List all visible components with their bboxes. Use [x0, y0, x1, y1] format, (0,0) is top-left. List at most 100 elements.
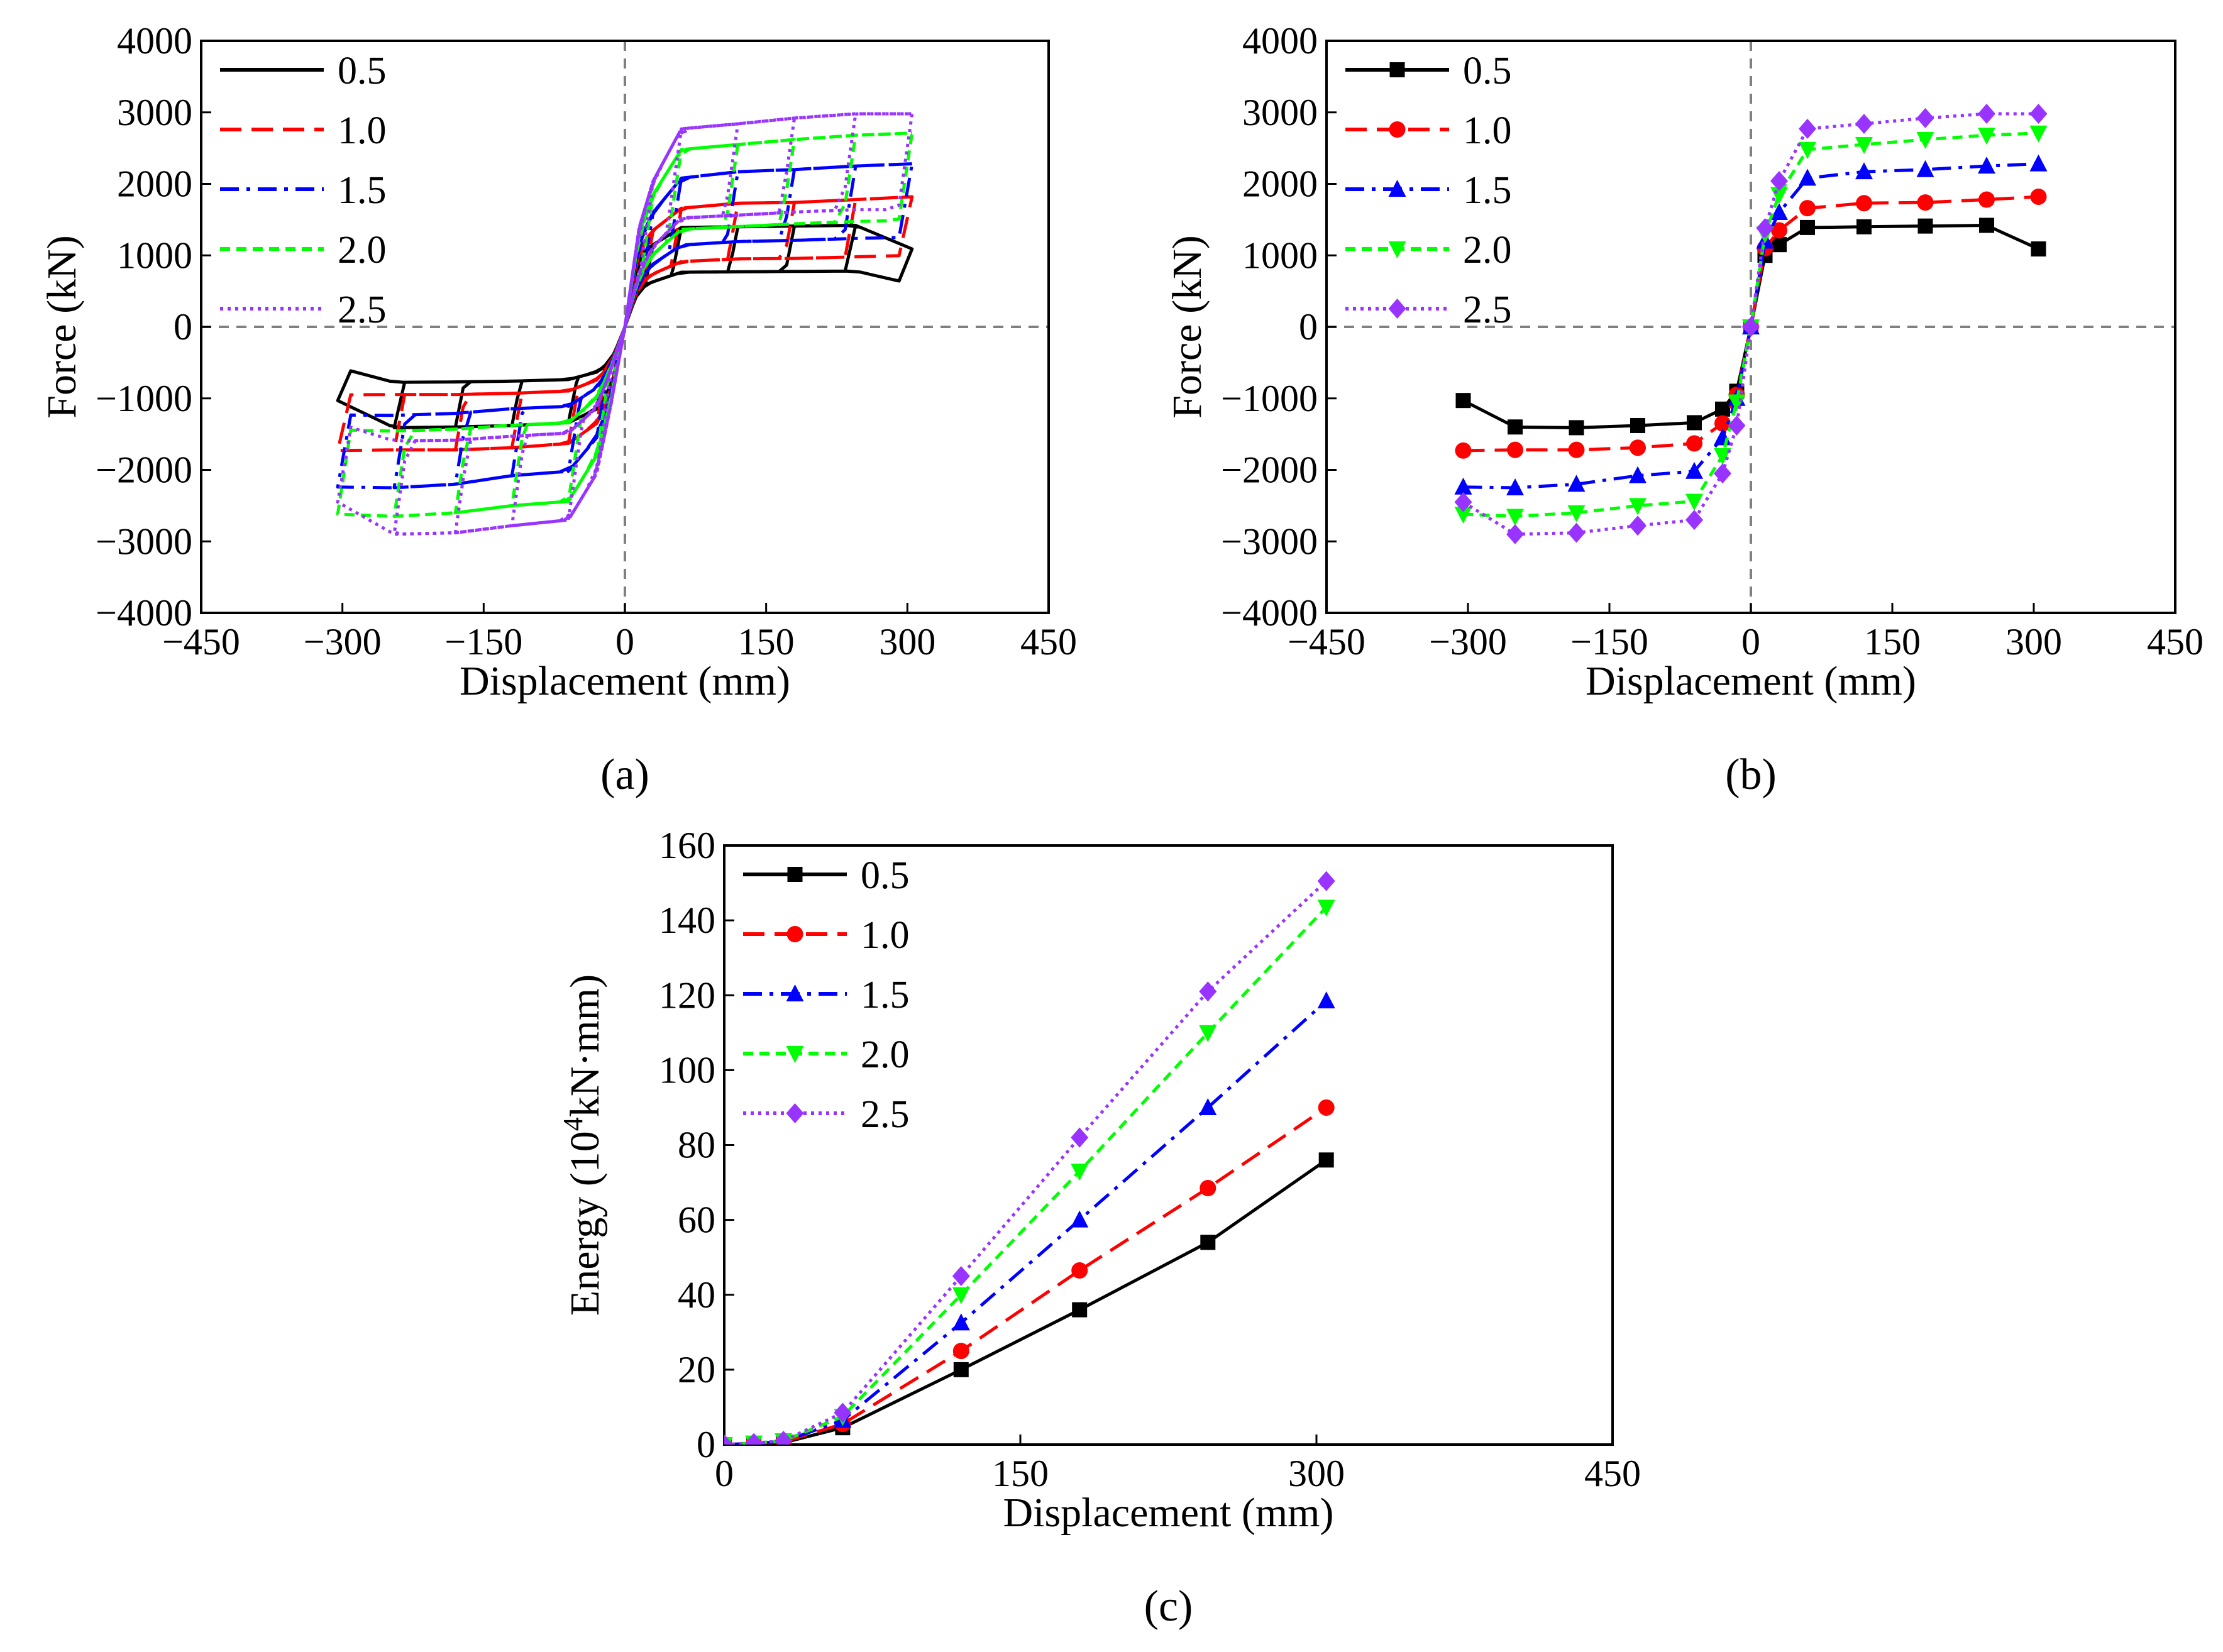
chart-c-y-tick-label: 100 — [659, 1049, 715, 1091]
chart-b-y-tick-label: −1000 — [1221, 378, 1318, 419]
chart-c-legend-label: 0.5 — [861, 854, 910, 897]
chart-b-series-0-point — [1715, 401, 1730, 417]
chart-c-y-tick-label: 140 — [659, 900, 715, 941]
chart-a-legend-label: 1.0 — [338, 109, 387, 152]
chart-a-plot-area — [336, 112, 914, 536]
chart-c-series-1-point — [1200, 1179, 1216, 1196]
chart-b-series-2-point — [1685, 461, 1703, 479]
chart-b-series-0-point — [1800, 219, 1815, 235]
chart-b-x-tick-label: 150 — [1864, 621, 1921, 663]
chart-b-series-1-point — [1978, 191, 1995, 208]
chart-b-series-1-point — [1507, 441, 1523, 458]
chart-b-y-axis-title: Force (kN) — [1164, 235, 1210, 418]
chart-c-series-3-point — [1199, 1025, 1217, 1042]
chart-c-series-2 — [724, 991, 1335, 1445]
chart-b-series-3-point — [1506, 509, 1524, 526]
chart-c-x-tick-label: 0 — [715, 1453, 734, 1494]
chart-b-series-3-point — [1855, 136, 1873, 154]
chart-a-y-tick-label: 3000 — [117, 92, 192, 133]
chart-b-x-tick-label: −150 — [1570, 621, 1648, 663]
chart-c-energy: 0 150 300 450 0 20 40 60 80 100 120 140 160 Displacem… — [558, 825, 1641, 1631]
chart-b-series-0-point — [1508, 419, 1523, 435]
chart-b-x-tick-label: −450 — [1288, 621, 1365, 663]
chart-b-series-4-point — [1728, 415, 1746, 436]
chart-b-series-1-point — [1630, 439, 1646, 456]
chart-b-series-3-point — [1916, 131, 1934, 149]
chart-b-legend-label: 0.5 — [1463, 50, 1512, 92]
chart-a-x-tick-label: −450 — [162, 621, 240, 663]
chart-c-series-4-point — [1071, 1127, 1089, 1148]
chart-a-y-tick-label: −1000 — [96, 378, 192, 419]
chart-b-x-tick-label: 300 — [2005, 621, 2062, 663]
chart-b-plot-frame — [1325, 40, 2176, 614]
chart-c-series-4-point — [775, 1431, 793, 1445]
chart-b-series-1 — [1455, 188, 2047, 459]
chart-b-series-0-point — [2031, 241, 2046, 257]
chart-c-series-4-line — [724, 879, 1328, 1445]
chart-c-y-tick-label: 120 — [659, 974, 715, 1016]
chart-b-series-3 — [1454, 125, 2048, 526]
chart-b-legend-label: 1.0 — [1463, 109, 1512, 152]
chart-c-series-0-point — [1318, 1152, 1334, 1168]
chart-c-legend-marker — [786, 1046, 804, 1063]
chart-c-series-4 — [724, 871, 1335, 1445]
chart-c-series-4-point — [1317, 871, 1335, 891]
chart-b-series-1-line — [1463, 195, 2039, 453]
chart-a-x-tick-label: 0 — [615, 621, 634, 663]
chart-b-y-tick-label: 4000 — [1242, 20, 1318, 62]
chart-b-series-1-point — [1714, 415, 1731, 432]
chart-c-y-tick-label: 80 — [678, 1125, 715, 1166]
chart-a-force-hysteresis: −450 −300 −150 0 150 300 450 −4000 −3000 −2000 −10… — [39, 20, 1077, 799]
chart-c-series-1-point — [952, 1343, 969, 1360]
chart-a-y-tick-label: 2000 — [117, 163, 192, 205]
chart-c-y-tick-label: 0 — [697, 1424, 715, 1465]
chart-c-series-3-line — [724, 906, 1328, 1445]
chart-b-series-0-point — [1687, 415, 1702, 431]
chart-b-series-3-point — [1454, 507, 1472, 524]
chart-c-series-2-point — [1199, 1098, 1217, 1115]
chart-b-series-0-point — [1455, 393, 1471, 409]
chart-b-series-4-point — [1756, 218, 1774, 239]
chart-c-legend-label: 1.5 — [861, 974, 910, 1016]
chart-a-x-tick-label: 300 — [879, 621, 935, 663]
chart-b-series-1-point — [1917, 194, 1934, 211]
chart-b-series-3-point — [1567, 505, 1586, 522]
chart-a-x-tick-label: −150 — [444, 621, 522, 663]
chart-a-legend: 0.5 1.0 1.5 2.0 2.5 — [220, 50, 387, 331]
chart-a-x-tick-label: 450 — [1020, 621, 1077, 663]
chart-c-series-4-point — [724, 1434, 733, 1445]
chart-c-series-3-point — [1071, 1164, 1089, 1181]
chart-b-series-2-point — [1799, 168, 1816, 186]
chart-c-series-0-point — [1200, 1235, 1216, 1250]
chart-b-y-tick-label: −3000 — [1221, 520, 1318, 562]
chart-b-series-1-point — [1771, 222, 1787, 239]
chart-b-legend: 0.5 1.0 1.5 2.0 2.5 — [1345, 50, 1512, 331]
chart-b-y-tick-label: 2000 — [1242, 163, 1318, 205]
chart-b-y-tick-label: 1000 — [1242, 234, 1318, 276]
chart-c-x-tick-label: 150 — [992, 1453, 1049, 1494]
chart-a-x-tick-label: 150 — [738, 621, 795, 663]
chart-c-y-axis-title-main: Energy (10 — [562, 1131, 608, 1316]
chart-b-x-tick-label: 450 — [2147, 621, 2204, 663]
chart-b-series-4-point — [2029, 104, 2048, 124]
chart-c-series-0-point — [953, 1362, 969, 1377]
chart-b-series-2-point — [1454, 477, 1472, 495]
chart-c-legend-label: 1.0 — [861, 914, 910, 957]
chart-c-legend-label: 2.5 — [861, 1093, 910, 1136]
chart-b-series-3-point — [1685, 493, 1703, 511]
chart-a-legend-label: 0.5 — [338, 50, 387, 92]
chart-b-series-2-point — [1855, 162, 1873, 180]
chart-c-series-4-point — [834, 1402, 852, 1423]
chart-c-series-1-line — [724, 1106, 1328, 1445]
chart-b-series-4-point — [1770, 170, 1788, 191]
chart-b-series-4-point — [1506, 524, 1524, 544]
chart-c-y-axis-title-rest: kN·mm) — [562, 974, 608, 1117]
chart-b-legend-marker — [1389, 62, 1405, 77]
chart-b-legend-marker — [1389, 121, 1406, 138]
chart-c-series-2-line — [724, 999, 1328, 1445]
chart-c-y-tick-label: 20 — [678, 1349, 715, 1390]
chart-a-legend-label: 2.0 — [338, 229, 387, 272]
chart-b-series-3-point — [1978, 128, 1995, 145]
chart-c-series-0-point — [1072, 1302, 1088, 1318]
chart-a-y-axis-title: Force (kN) — [39, 235, 85, 418]
